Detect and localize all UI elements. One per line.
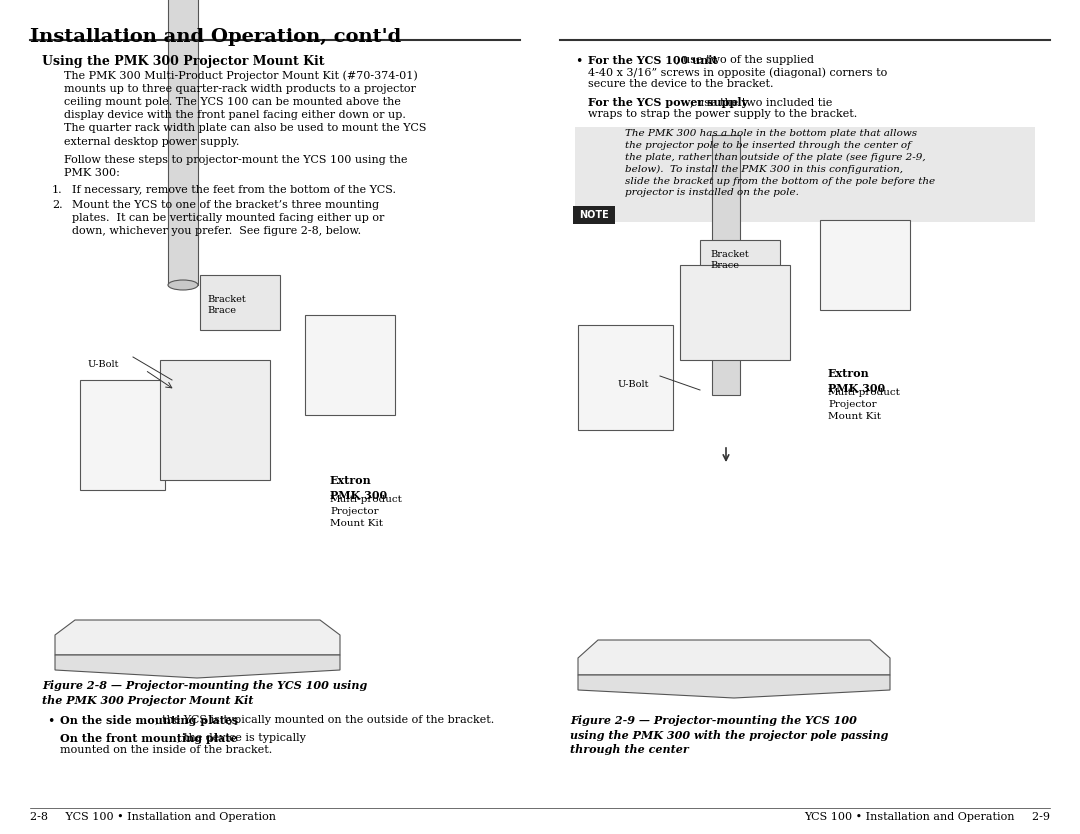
FancyBboxPatch shape: [160, 360, 270, 480]
FancyBboxPatch shape: [578, 325, 673, 430]
FancyBboxPatch shape: [575, 127, 1035, 222]
Text: 2-8     YCS 100 • Installation and Operation: 2-8 YCS 100 • Installation and Operation: [30, 812, 276, 822]
Text: Mount the YCS to one of the bracket’s three mounting
plates.  It can be vertical: Mount the YCS to one of the bracket’s th…: [72, 200, 384, 236]
FancyBboxPatch shape: [712, 135, 740, 395]
Text: YCS 100 • Installation and Operation     2-9: YCS 100 • Installation and Operation 2-9: [804, 812, 1050, 822]
Text: The PMK 300 has a hole in the bottom plate that allows
the projector pole to be : The PMK 300 has a hole in the bottom pla…: [625, 129, 935, 198]
Ellipse shape: [168, 280, 198, 290]
Text: For the YCS power supply: For the YCS power supply: [588, 97, 748, 108]
Text: Figure 2-9 — Projector-mounting the YCS 100
using the PMK 300 with the projector: Figure 2-9 — Projector-mounting the YCS …: [570, 715, 889, 756]
Text: Multi-product
Projector
Mount Kit: Multi-product Projector Mount Kit: [828, 388, 901, 420]
Text: wraps to strap the power supply to the bracket.: wraps to strap the power supply to the b…: [588, 109, 858, 119]
Text: •: •: [48, 715, 54, 728]
FancyBboxPatch shape: [200, 275, 280, 330]
Text: 4-40 x 3/16” screws in opposite (diagonal) corners to: 4-40 x 3/16” screws in opposite (diagona…: [588, 67, 888, 78]
Polygon shape: [55, 655, 340, 678]
FancyBboxPatch shape: [80, 380, 165, 490]
Text: U-Bolt: U-Bolt: [618, 380, 649, 389]
FancyBboxPatch shape: [573, 206, 615, 224]
Text: Installation and Operation, cont'd: Installation and Operation, cont'd: [30, 28, 402, 46]
FancyBboxPatch shape: [305, 315, 395, 415]
Text: Bracket
Brace: Bracket Brace: [207, 295, 246, 315]
Text: 1.: 1.: [52, 185, 63, 195]
Text: On the side mounting plates: On the side mounting plates: [60, 715, 239, 726]
Text: On the front mounting plate: On the front mounting plate: [60, 733, 238, 744]
Text: , use the two included tie: , use the two included tie: [690, 97, 833, 107]
Text: , the YCS is typically mounted on the outside of the bracket.: , the YCS is typically mounted on the ou…: [156, 715, 495, 725]
FancyBboxPatch shape: [700, 240, 780, 290]
Text: Extron
PMK 300: Extron PMK 300: [828, 368, 886, 394]
Text: If necessary, remove the feet from the bottom of the YCS.: If necessary, remove the feet from the b…: [72, 185, 396, 195]
Text: , use two of the supplied: , use two of the supplied: [676, 55, 814, 65]
FancyBboxPatch shape: [680, 265, 789, 360]
Text: The PMK 300 Multi-Product Projector Mount Kit (#70-374-01)
mounts up to three qu: The PMK 300 Multi-Product Projector Moun…: [64, 70, 427, 147]
Text: Figure 2-8 — Projector-mounting the YCS 100 using
the PMK 300 Projector Mount Ki: Figure 2-8 — Projector-mounting the YCS …: [42, 680, 367, 706]
Text: secure the device to the bracket.: secure the device to the bracket.: [588, 79, 773, 89]
Text: NOTE: NOTE: [579, 210, 609, 220]
Text: Extron
PMK 300: Extron PMK 300: [330, 475, 387, 500]
Polygon shape: [578, 640, 890, 675]
Text: •: •: [575, 55, 582, 68]
Text: , the device is typically: , the device is typically: [177, 733, 306, 743]
Text: For the YCS 100 unit: For the YCS 100 unit: [588, 55, 717, 66]
FancyBboxPatch shape: [820, 220, 910, 310]
Text: Multi-product
Projector
Mount Kit: Multi-product Projector Mount Kit: [330, 495, 403, 528]
Text: mounted on the inside of the bracket.: mounted on the inside of the bracket.: [60, 745, 272, 755]
Text: Follow these steps to projector-mount the YCS 100 using the
PMK 300:: Follow these steps to projector-mount th…: [64, 155, 407, 178]
Text: Using the PMK 300 Projector Mount Kit: Using the PMK 300 Projector Mount Kit: [42, 55, 324, 68]
FancyBboxPatch shape: [168, 0, 198, 285]
Polygon shape: [578, 675, 890, 698]
Text: U-Bolt: U-Bolt: [87, 360, 120, 369]
Text: 2.: 2.: [52, 200, 63, 210]
Text: Bracket
Brace: Bracket Brace: [710, 250, 748, 270]
Polygon shape: [55, 620, 340, 655]
